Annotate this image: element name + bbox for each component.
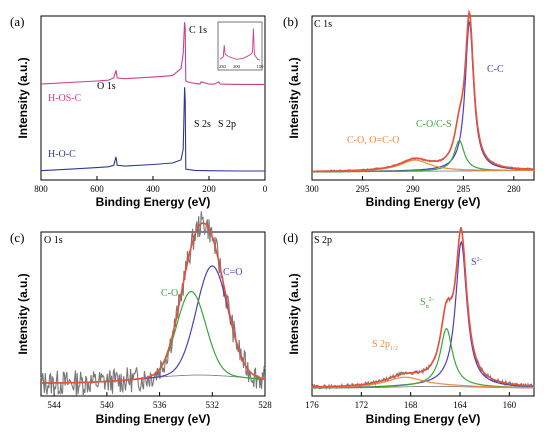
inset-xtick-label: 200 [233, 64, 241, 69]
panel-a-series [40, 22, 265, 172]
panel-d-label: (d) [283, 230, 298, 245]
inset-series [219, 28, 261, 61]
inset-line [219, 28, 261, 61]
xtick-label: 540 [100, 400, 114, 410]
xtick-label: 536 [153, 400, 167, 410]
component-label-cc: C-C [487, 64, 504, 75]
inset-xtick-label: 150 [257, 64, 265, 69]
panel-c: (c) O 1s 544 540 536 532 528 C-O C=O Binding… [10, 211, 272, 426]
panel-c-xlabel: Binding Energy (eV) [96, 412, 211, 426]
xtick-label: 160 [503, 400, 517, 410]
panel-b-xticks: 300 295 290 285 280 [305, 176, 521, 194]
component-label-s2: S2- [471, 257, 482, 268]
panel-d-xlabel: Binding Energy (eV) [366, 412, 481, 426]
panel-b-title: C 1s [314, 19, 332, 30]
panel-d-xticks: 176 172 168 164 160 [305, 392, 517, 410]
xtick-label: 280 [507, 184, 521, 194]
component-line [312, 376, 534, 389]
xtick-label: 200 [202, 184, 216, 194]
raw-data-line [311, 11, 535, 173]
xtick-label: 300 [305, 184, 319, 194]
panel-c-label: (c) [10, 230, 24, 245]
xtick-label: 0 [263, 184, 268, 194]
xtick-label: 600 [90, 184, 104, 194]
component-label-cocs: C-O/C-S [416, 119, 452, 130]
o1s-peak-label: O 1s [97, 81, 116, 92]
component-line [41, 291, 266, 384]
xtick-label: 285 [457, 184, 471, 194]
s2p-peak-label: S 2p [218, 119, 236, 130]
inset-xtick-label: 230 [219, 64, 227, 69]
panel-d-title: S 2p [314, 235, 332, 246]
s2s-peak-label: S 2s [194, 119, 211, 130]
series-label-hosc: H-OS-C [48, 93, 82, 104]
xtick-label: 532 [206, 400, 220, 410]
series-line-hoc [40, 87, 265, 172]
fit-envelope-line [311, 228, 535, 388]
panel-b-label: (b) [283, 14, 298, 29]
component-label-sn: Sn2- [420, 297, 434, 310]
panel-d-ylabel: Intensity (a.u.) [287, 273, 301, 354]
panel-d-series [311, 226, 535, 390]
xtick-label: 800 [34, 184, 48, 194]
panel-c-series [40, 211, 266, 396]
component-line [312, 240, 535, 389]
component-label-coco: C-O, O=C-O [347, 135, 399, 146]
fit-envelope-line [312, 9, 534, 173]
panel-d-frame [311, 231, 535, 397]
panel-c-ylabel: Intensity (a.u.) [16, 273, 30, 354]
panel-b-frame [311, 15, 535, 181]
c1s-peak-label: C 1s [189, 25, 207, 36]
xtick-label: 164 [453, 400, 467, 410]
component-line [312, 328, 534, 389]
component-label-co: C-O [161, 288, 178, 299]
panel-a-ylabel: Intensity (a.u.) [16, 57, 30, 138]
panel-b-ylabel: Intensity (a.u.) [287, 57, 301, 138]
xtick-label: 176 [305, 400, 319, 410]
panel-d: (d) S 2p 176 172 168 164 160 S2- Sn2- S 2p1/… [283, 226, 535, 426]
xtick-label: 544 [47, 400, 61, 410]
panel-c-frame [40, 231, 266, 397]
xtick-label: 400 [146, 184, 160, 194]
xtick-label: 295 [356, 184, 370, 194]
raw-data-line [311, 226, 535, 390]
component-label-cdo: C=O [223, 267, 243, 278]
inset-xticks: 230 200 150 [219, 64, 264, 69]
xtick-label: 528 [258, 400, 272, 410]
xtick-label: 168 [404, 400, 418, 410]
inset: 230 200 150 [217, 21, 264, 71]
panel-a: (a) 800 600 400 200 0 C 1s O 1s S 2s S 2p H-… [10, 14, 268, 209]
series-label-hoc: H-O-C [48, 149, 76, 160]
inset-frame [217, 21, 263, 71]
component-line [312, 20, 534, 173]
panel-b-series [311, 9, 535, 173]
panel-c-xticks: 544 540 536 532 528 [47, 392, 272, 410]
component-label-s2p12: S 2p1/2 [372, 339, 398, 352]
xtick-label: 290 [406, 184, 420, 194]
panel-a-label: (a) [10, 14, 24, 29]
panel-b: (b) C 1s 300 295 290 285 280 C-C C-O/C-S C-O… [283, 9, 535, 209]
panel-b-xlabel: Binding Energy (eV) [366, 195, 481, 209]
fit-envelope-line [41, 222, 266, 384]
raw-data-line [40, 211, 266, 396]
xtick-label: 172 [355, 400, 369, 410]
panel-a-xlabel: Binding Energy (eV) [96, 195, 211, 209]
panel-c-title: O 1s [44, 235, 63, 246]
panel-a-xticks: 800 600 400 200 0 [34, 176, 268, 194]
series-line-hosc [40, 22, 265, 85]
